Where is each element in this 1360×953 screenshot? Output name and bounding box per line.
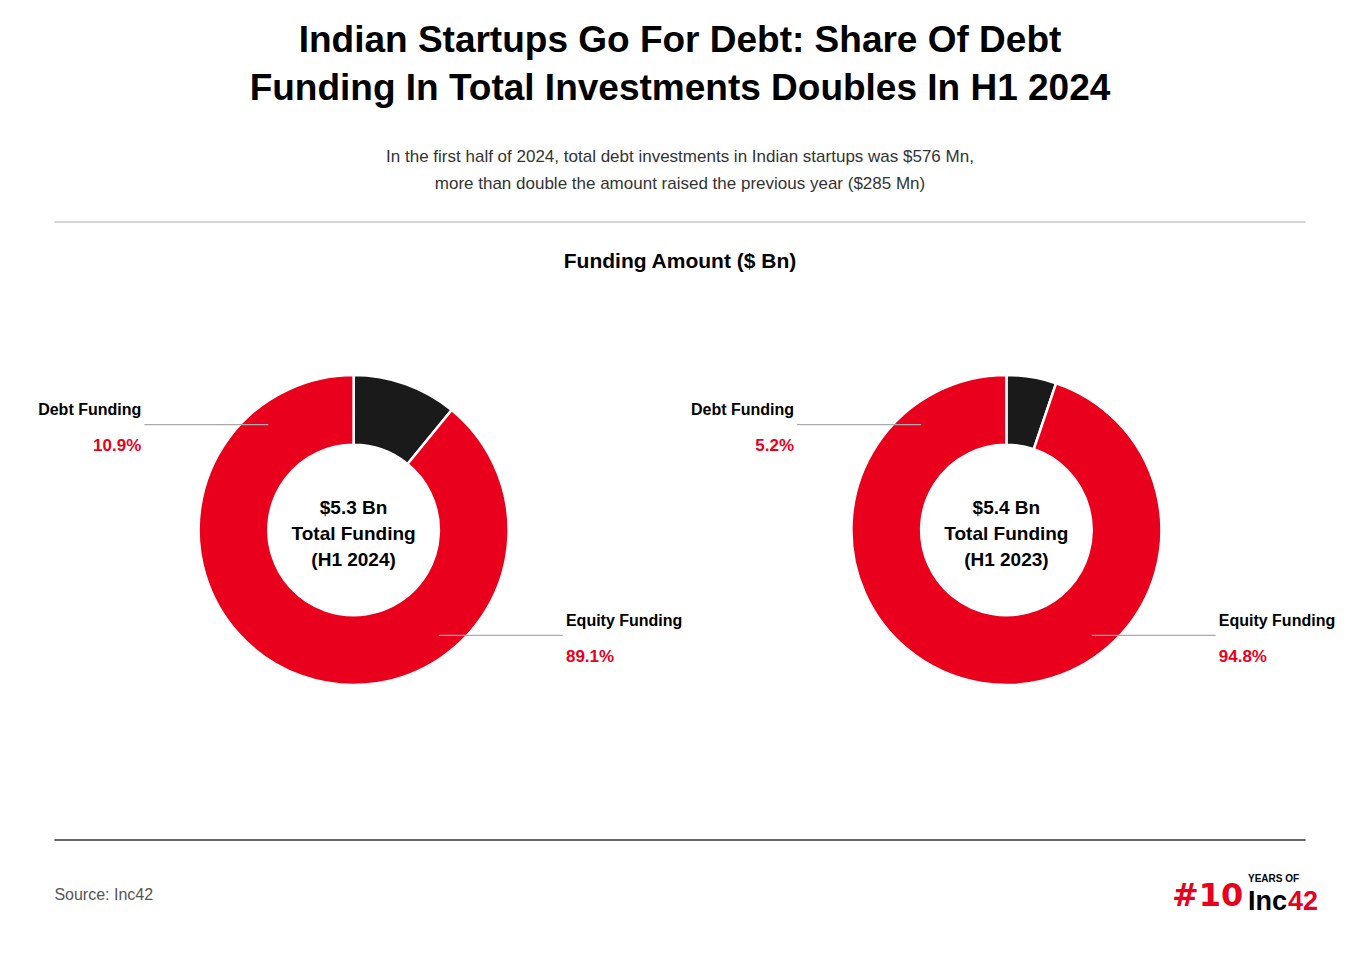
logo-text: #10: [1172, 876, 1243, 914]
logo-text: 42: [1288, 886, 1318, 916]
text-line: $5.3 Bn: [320, 497, 388, 518]
text-line: Total Funding: [292, 523, 416, 544]
text-line: Funding Amount ($ Bn): [564, 249, 797, 272]
leader-line: [439, 635, 563, 636]
data-label: 5.2%: [755, 436, 794, 455]
subtitle: In the first half of 2024, total debt in…: [386, 147, 974, 193]
donut-chart: $5.4 Bn Total Funding (H1 2023) Debt Fundin…: [691, 375, 1335, 685]
category-label: Equity Funding: [1219, 612, 1335, 629]
donut-chart: $5.3 Bn Total Funding (H1 2024) Debt Fundin…: [38, 375, 682, 685]
category-label: Debt Funding: [38, 401, 141, 418]
text-line: $5.4 Bn: [973, 497, 1041, 518]
background: [0, 0, 1360, 953]
text-line: (H1 2024): [311, 549, 396, 570]
donut-slice: [851, 375, 1161, 685]
text-line: Total Funding: [944, 523, 1068, 544]
chart-root: Indian Startups Go For Debt: Share Of De…: [0, 0, 1360, 953]
text-line: Indian Startups Go For Debt: Share Of De…: [299, 19, 1062, 60]
category-label: Equity Funding: [566, 612, 682, 629]
data-label: 89.1%: [566, 647, 614, 666]
leader-line: [1092, 635, 1216, 636]
text-line: more than double the amount raised the p…: [435, 174, 925, 193]
source-text: Source: Inc42: [54, 886, 153, 903]
text-line: In the first half of 2024, total debt in…: [386, 147, 974, 166]
logo: #10 YEARS OF Inc42: [1172, 873, 1318, 916]
donut-slice: [199, 375, 509, 685]
text-line: (H1 2023): [964, 549, 1049, 570]
center-label: $5.3 Bn Total Funding (H1 2024): [292, 497, 416, 570]
bottom-separator: [54, 839, 1305, 841]
chart-svg: Indian Startups Go For Debt: Share Of De…: [0, 0, 1360, 953]
leader-line: [144, 424, 268, 425]
top-separator: [54, 222, 1305, 223]
center-label: $5.4 Bn Total Funding (H1 2023): [944, 497, 1068, 570]
funding-label: Funding Amount ($ Bn): [564, 249, 797, 272]
title: Indian Startups Go For Debt: Share Of De…: [250, 19, 1111, 108]
data-label: 10.9%: [93, 436, 141, 455]
leader-line: [797, 424, 921, 425]
logo-text: YEARS OF: [1248, 873, 1299, 884]
logo-text: Inc: [1248, 886, 1287, 916]
data-label: 94.8%: [1219, 647, 1267, 666]
text-line: Funding In Total Investments Doubles In …: [250, 67, 1111, 108]
category-label: Debt Funding: [691, 401, 794, 418]
